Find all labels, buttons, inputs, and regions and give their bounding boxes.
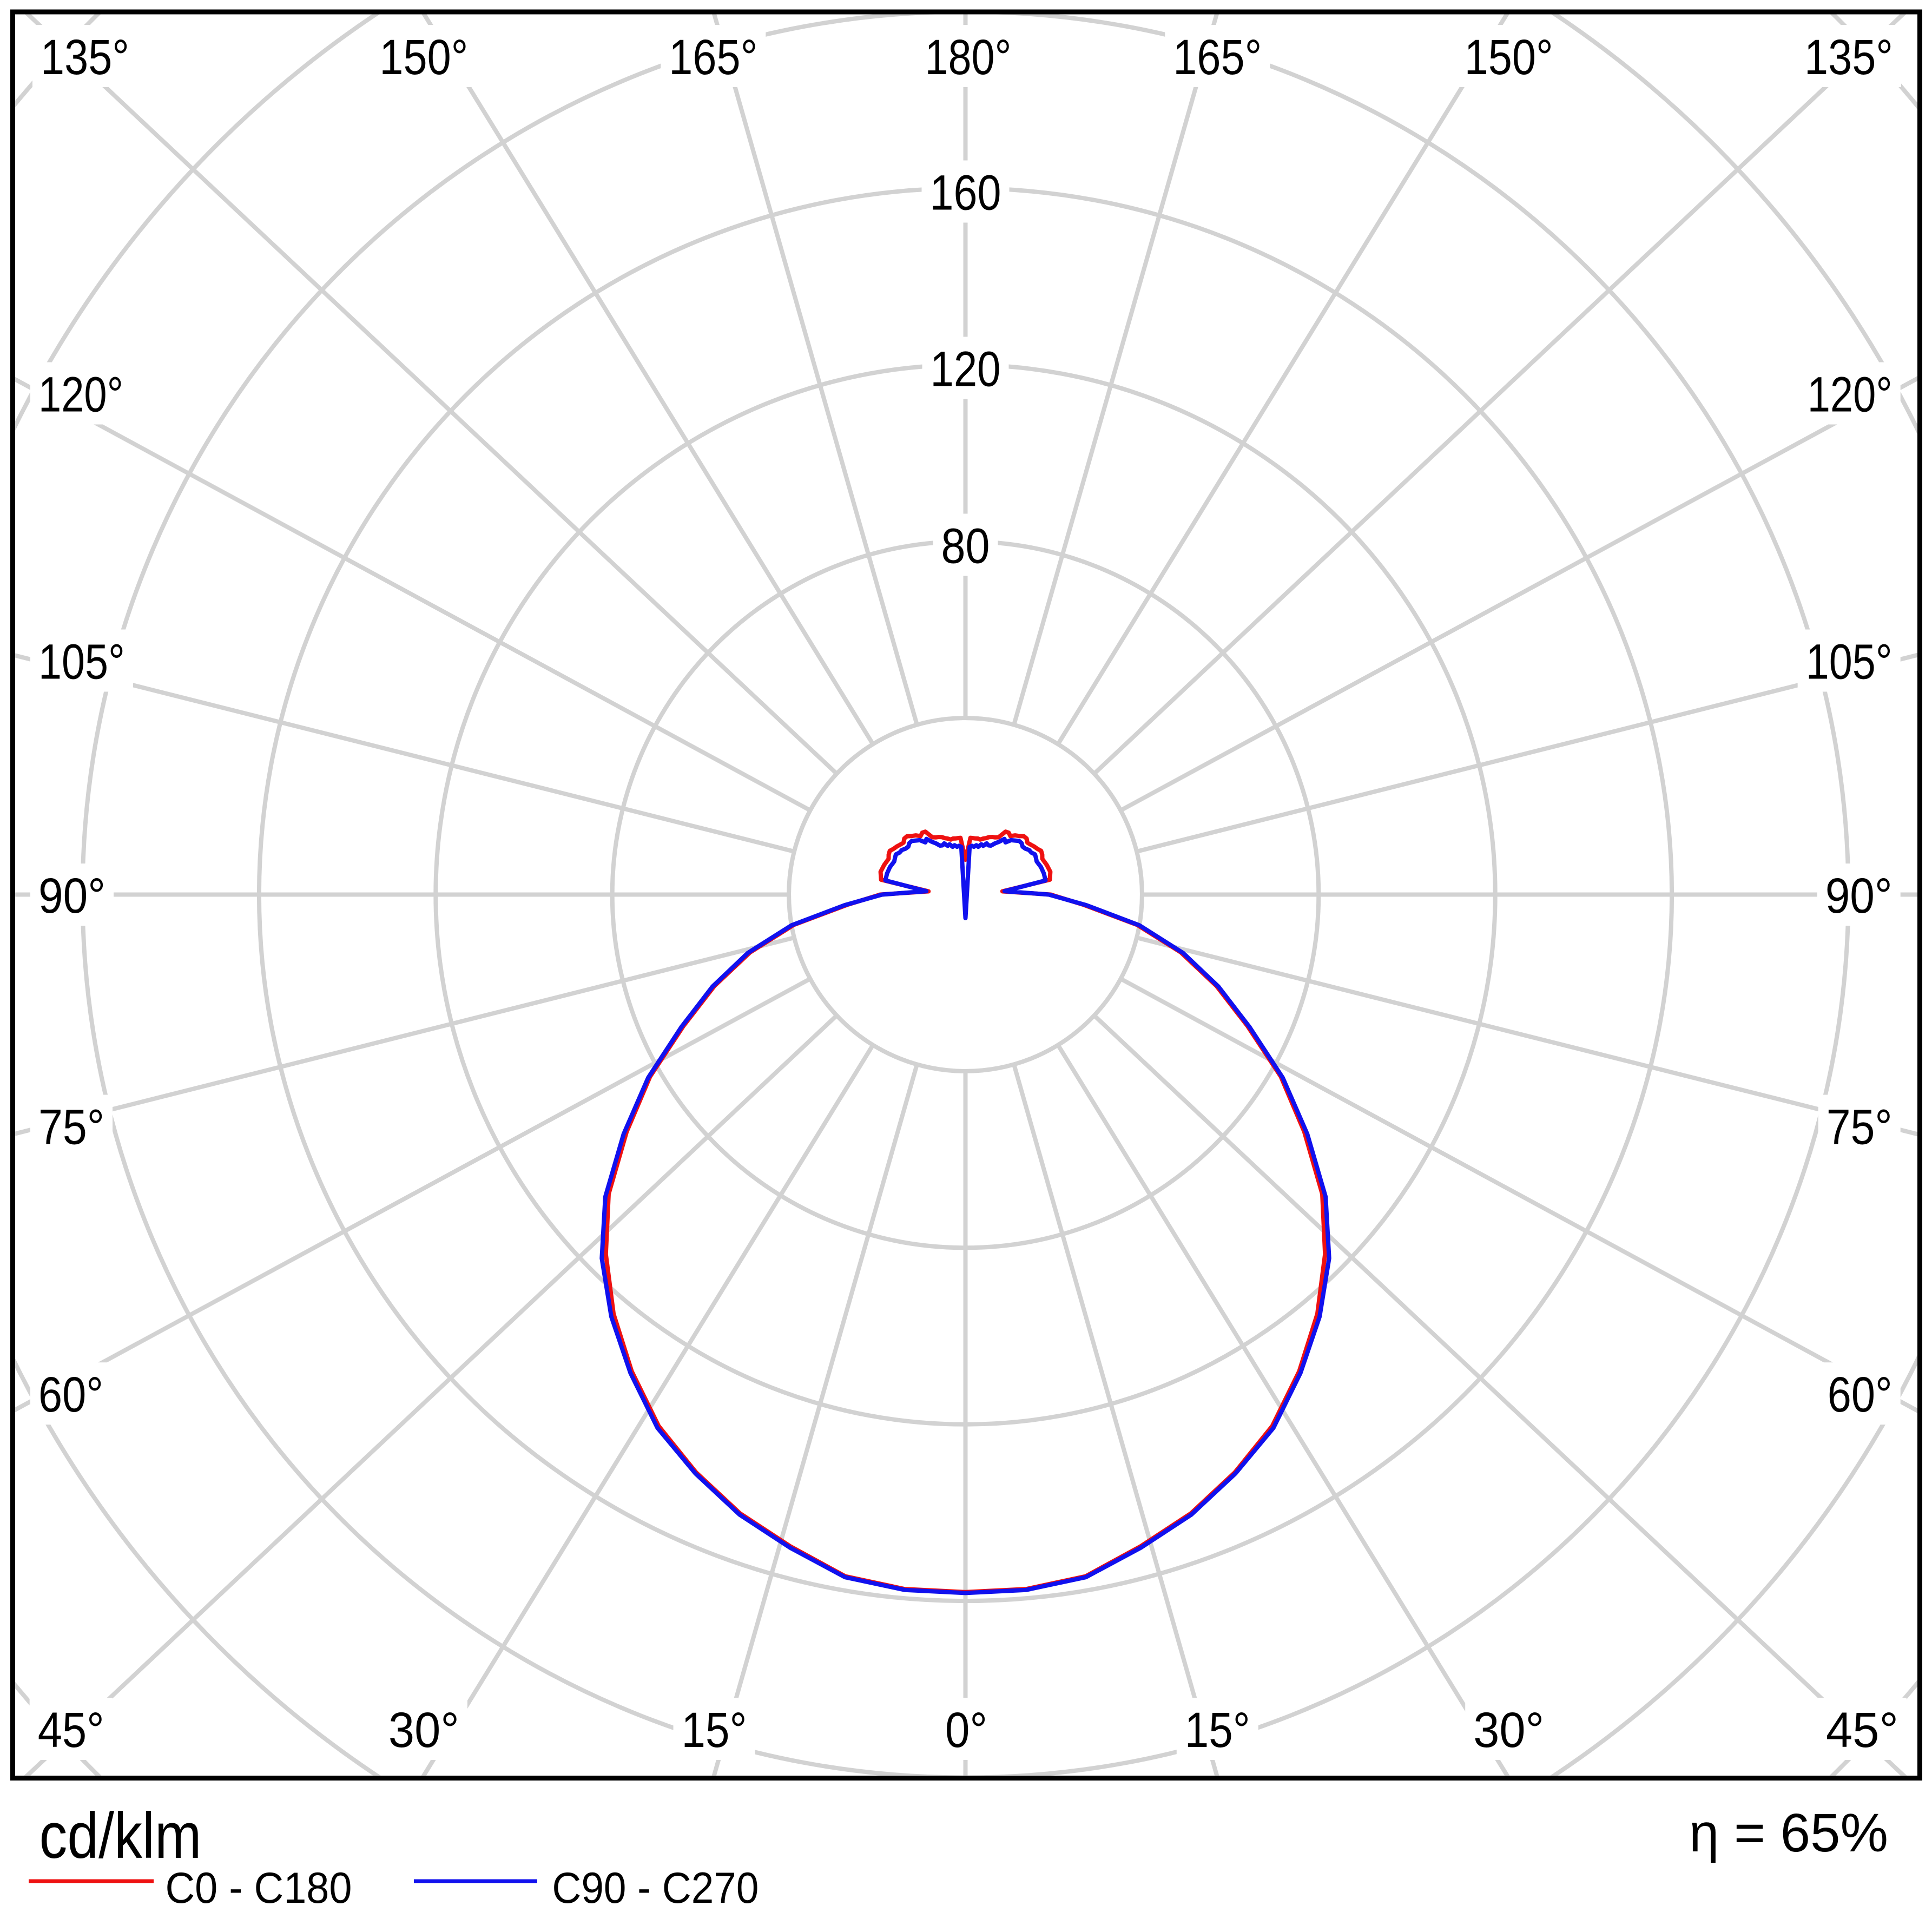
svg-text:15°: 15° bbox=[1185, 1703, 1250, 1758]
svg-text:30°: 30° bbox=[1473, 1703, 1544, 1758]
svg-text:0°: 0° bbox=[945, 1703, 987, 1758]
svg-text:75°: 75° bbox=[1827, 1100, 1893, 1155]
svg-text:90°: 90° bbox=[1825, 868, 1893, 924]
svg-text:150°: 150° bbox=[379, 30, 468, 85]
svg-text:60°: 60° bbox=[38, 1367, 103, 1422]
svg-text:105°: 105° bbox=[38, 635, 125, 690]
svg-text:135°: 135° bbox=[1804, 30, 1893, 85]
svg-text:45°: 45° bbox=[38, 1703, 104, 1758]
svg-text:165°: 165° bbox=[1173, 30, 1262, 85]
svg-text:120: 120 bbox=[931, 342, 1001, 397]
svg-text:165°: 165° bbox=[669, 30, 757, 85]
svg-text:C0 - C180: C0 - C180 bbox=[166, 1864, 352, 1913]
svg-text:160: 160 bbox=[930, 166, 1001, 221]
svg-text:15°: 15° bbox=[682, 1703, 747, 1758]
svg-text:105°: 105° bbox=[1806, 635, 1893, 690]
svg-text:120°: 120° bbox=[1808, 367, 1893, 423]
svg-text:30°: 30° bbox=[388, 1703, 459, 1758]
svg-text:180°: 180° bbox=[925, 30, 1012, 85]
svg-text:90°: 90° bbox=[38, 868, 105, 924]
svg-text:45°: 45° bbox=[1826, 1703, 1898, 1758]
svg-text:cd/klm: cd/klm bbox=[39, 1799, 202, 1872]
svg-text:60°: 60° bbox=[1828, 1367, 1893, 1422]
svg-text:120°: 120° bbox=[38, 367, 123, 423]
svg-text:80: 80 bbox=[941, 519, 990, 574]
svg-text:150°: 150° bbox=[1465, 30, 1553, 85]
svg-text:75°: 75° bbox=[38, 1100, 104, 1155]
svg-text:C90 - C270: C90 - C270 bbox=[552, 1864, 759, 1913]
svg-text:135°: 135° bbox=[41, 30, 129, 85]
svg-text:η = 65%: η = 65% bbox=[1689, 1803, 1888, 1863]
